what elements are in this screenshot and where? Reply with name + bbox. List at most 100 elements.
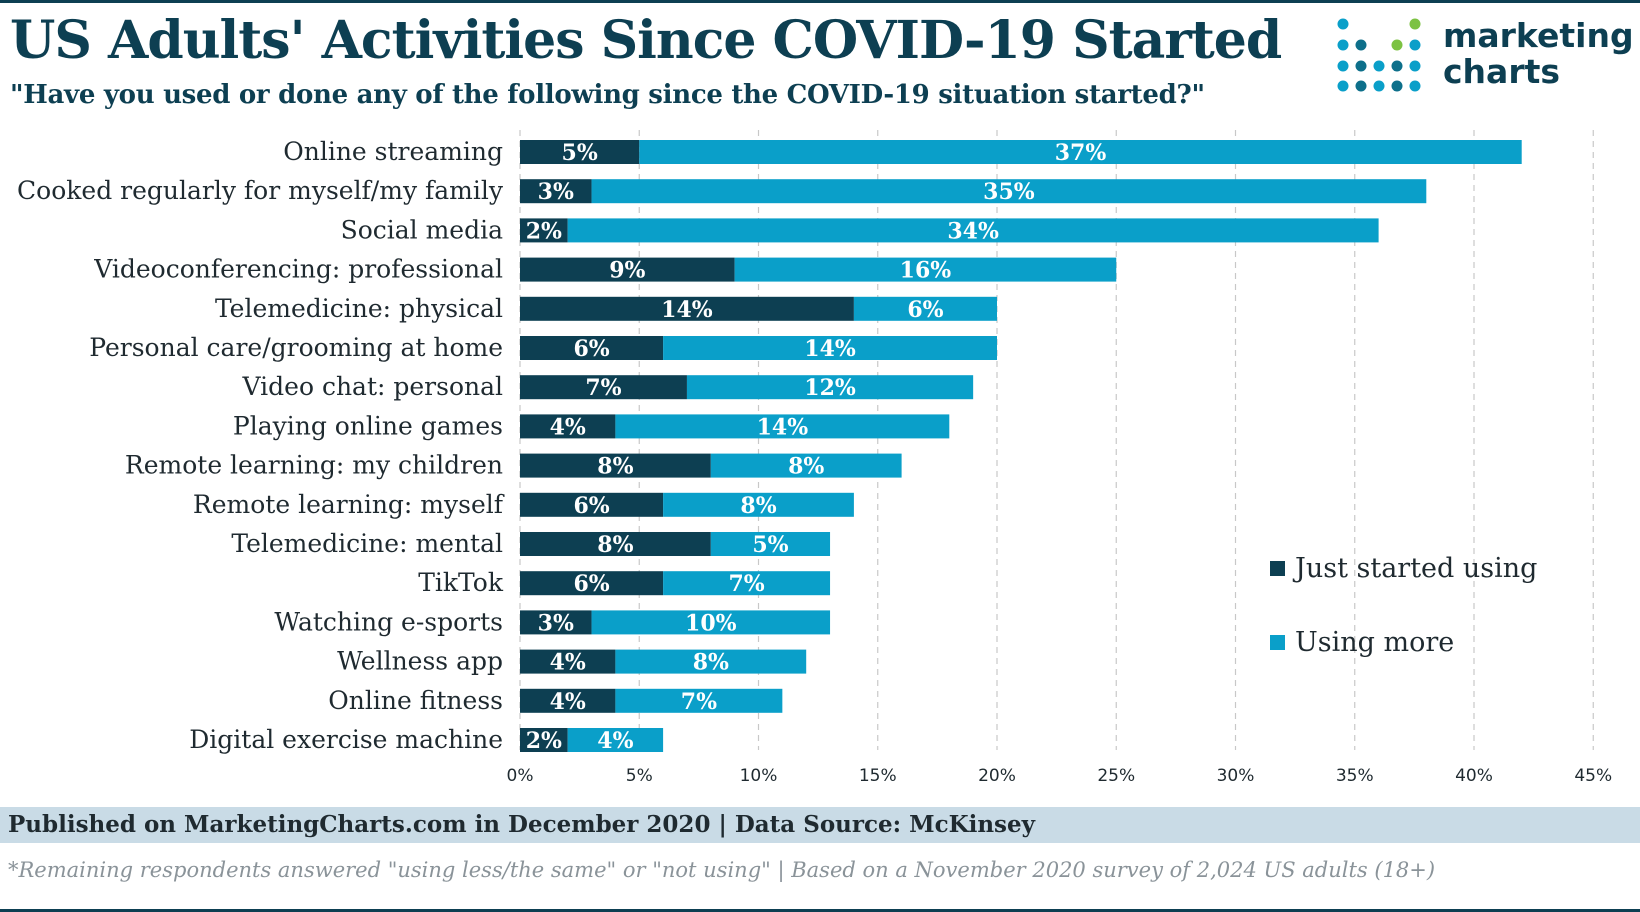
bar-just-started	[520, 492, 664, 517]
data-label-just-started: 4%	[550, 689, 586, 715]
bar-using-more	[710, 453, 902, 478]
category-label: Playing online games	[233, 411, 503, 440]
bar-using-more	[615, 688, 783, 713]
data-label-just-started: 5%	[562, 140, 598, 166]
bar-just-started	[520, 571, 664, 596]
bar-just-started	[520, 140, 640, 164]
x-tick-label: 30%	[1217, 766, 1255, 786]
chart-legend: Just started using Using more	[1270, 548, 1537, 696]
legend-item-just-started: Just started using	[1270, 548, 1537, 588]
category-label: Personal care/grooming at home	[89, 333, 503, 362]
data-label-using-more: 37%	[1055, 140, 1107, 166]
chart-subtitle: "Have you used or done any of the follow…	[10, 80, 1205, 110]
bar-just-started	[520, 179, 592, 204]
x-tick-label: 25%	[1097, 766, 1135, 786]
bar-just-started	[520, 453, 711, 478]
data-label-using-more: 7%	[728, 571, 764, 597]
bar-just-started	[520, 532, 711, 556]
bar-just-started	[520, 610, 592, 635]
data-label-using-more: 8%	[693, 650, 729, 676]
x-tick-label: 40%	[1455, 766, 1493, 786]
data-label-using-more: 14%	[804, 336, 856, 362]
bar-just-started	[520, 336, 664, 360]
x-tick-label: 5%	[626, 766, 653, 786]
bar-using-more	[710, 532, 831, 556]
data-label-just-started: 14%	[661, 297, 713, 323]
x-tick-label: 45%	[1574, 766, 1612, 786]
footer-published-text: Published on MarketingCharts.com in Dece…	[8, 811, 1035, 838]
data-label-just-started: 6%	[573, 493, 609, 519]
marketingcharts-logo: marketing charts	[1335, 16, 1635, 96]
data-label-just-started: 7%	[585, 375, 621, 401]
data-label-using-more: 6%	[907, 297, 943, 323]
top-rule	[0, 0, 1640, 3]
bar-just-started	[520, 414, 616, 439]
category-label: Videoconferencing: professional	[93, 255, 503, 284]
data-label-just-started: 2%	[526, 728, 562, 754]
data-label-using-more: 14%	[757, 414, 809, 440]
logo-line-2: charts	[1443, 52, 1561, 91]
bar-using-more	[591, 610, 831, 635]
bar-using-more	[615, 414, 950, 439]
category-label: Video chat: personal	[242, 372, 503, 401]
data-label-using-more: 34%	[947, 218, 999, 244]
data-label-just-started: 9%	[609, 258, 645, 284]
footer-source-bar: Published on MarketingCharts.com in Dece…	[0, 807, 1640, 843]
bar-just-started	[520, 649, 616, 674]
data-label-just-started: 3%	[538, 179, 574, 205]
logo-line-1: marketing	[1443, 16, 1634, 55]
data-label-using-more: 8%	[788, 454, 824, 480]
x-tick-label: 20%	[978, 766, 1016, 786]
data-label-using-more: 7%	[681, 689, 717, 715]
bar-using-more	[591, 179, 1427, 204]
data-label-using-more: 10%	[685, 610, 737, 636]
x-tick-label: 0%	[507, 766, 534, 786]
data-label-just-started: 8%	[597, 532, 633, 558]
category-label: Cooked regularly for myself/my family	[17, 176, 504, 205]
bar-using-more	[567, 728, 664, 752]
data-label-using-more: 5%	[752, 532, 788, 558]
category-label: Telemedicine: mental	[231, 529, 503, 558]
bar-using-more	[853, 296, 997, 321]
footer-note: *Remaining respondents answered "using l…	[8, 858, 1436, 882]
chart-title: US Adults' Activities Since COVID-19 Sta…	[10, 10, 1282, 71]
bar-using-more	[663, 336, 997, 360]
bar-just-started	[520, 375, 687, 400]
bar-using-more	[639, 140, 1522, 164]
category-label: Remote learning: my children	[125, 451, 503, 480]
bar-just-started	[520, 257, 735, 282]
bar-using-more	[686, 375, 974, 400]
stacked-bar-chart: 0% 5% 10% 15% 20% 25% 30% 35% 40% 45% Online strea…	[17, 130, 1612, 786]
category-label: Wellness app	[337, 647, 503, 676]
data-label-just-started: 8%	[597, 454, 633, 480]
data-label-using-more: 4%	[597, 728, 633, 754]
data-label-just-started: 6%	[573, 336, 609, 362]
legend-label-just-started: Just started using	[1295, 552, 1538, 584]
bar-using-more	[663, 571, 831, 596]
bar-just-started	[520, 728, 568, 752]
category-label: Digital exercise machine	[189, 725, 503, 754]
category-label: Social media	[341, 215, 504, 244]
category-label: TikTok	[418, 568, 504, 597]
data-label-just-started: 4%	[550, 414, 586, 440]
data-label-using-more: 8%	[740, 493, 776, 519]
bar-using-more	[567, 218, 1379, 243]
legend-swatch-just-started	[1270, 560, 1285, 576]
category-label: Online fitness	[328, 686, 503, 715]
data-label-using-more: 35%	[983, 179, 1035, 205]
bar-just-started	[520, 218, 568, 243]
x-tick-label: 10%	[740, 766, 778, 786]
x-tick-label: 15%	[859, 766, 897, 786]
category-label: Telemedicine: physical	[215, 294, 503, 323]
category-label: Online streaming	[283, 137, 503, 166]
legend-swatch-using-more	[1270, 634, 1285, 650]
category-label: Remote learning: myself	[193, 490, 505, 519]
x-tick-label: 35%	[1336, 766, 1374, 786]
data-label-using-more: 12%	[804, 375, 856, 401]
bottom-rule	[0, 909, 1640, 912]
logo-dots-icon	[1337, 18, 1421, 92]
bar-just-started	[520, 296, 854, 321]
data-label-just-started: 2%	[526, 218, 562, 244]
data-label-just-started: 4%	[550, 650, 586, 676]
data-label-using-more: 16%	[900, 258, 952, 284]
